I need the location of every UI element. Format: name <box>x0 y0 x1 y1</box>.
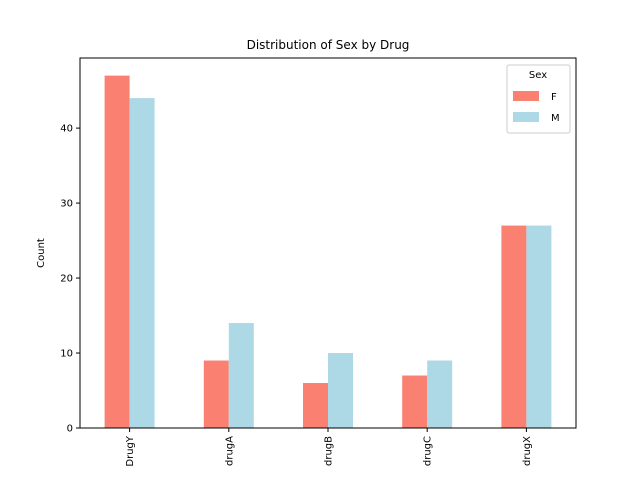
legend-items: FM <box>513 91 560 124</box>
x-tick-label: drugC <box>423 436 434 466</box>
bar-drugX-F <box>501 225 527 428</box>
y-axis-label: Count <box>36 238 47 268</box>
y-tick-label: 0 <box>67 424 73 435</box>
y-tick-label: 40 <box>60 124 73 135</box>
legend: Sex FM <box>506 64 571 134</box>
x-ticks: DrugY drugA drugB drugC drugX <box>125 428 533 467</box>
legend-label-F: F <box>551 92 557 103</box>
bar-drugB-F <box>303 383 328 428</box>
bar-drugA-F <box>203 360 229 428</box>
x-tick-label: drugB <box>324 436 335 466</box>
bars-group <box>104 75 552 428</box>
legend-swatch-F <box>513 91 539 101</box>
legend-label-M: M <box>551 113 560 124</box>
x-tick-label: drugX <box>522 436 533 466</box>
chart-title: Distribution of Sex by Drug <box>247 38 410 52</box>
legend-title: Sex <box>529 70 547 81</box>
legend-swatch-M <box>513 112 539 122</box>
x-tick-label: drugA <box>224 436 235 466</box>
y-tick-label: 10 <box>60 349 73 360</box>
bar-drugC-F <box>402 375 428 428</box>
axes-frame <box>79 57 577 429</box>
bar-drugB-M <box>328 353 353 428</box>
bar-drugA-M <box>228 323 254 428</box>
bar-DrugY-M <box>129 98 155 428</box>
y-tick-label: 20 <box>60 274 73 285</box>
y-tick-label: 30 <box>60 199 73 210</box>
bar-drugC-M <box>427 360 453 428</box>
bar-drugX-M <box>526 225 552 428</box>
x-tick-label: DrugY <box>125 435 136 466</box>
bar-DrugY-F <box>104 75 130 428</box>
y-ticks: 0 10 20 30 40 <box>60 124 80 435</box>
